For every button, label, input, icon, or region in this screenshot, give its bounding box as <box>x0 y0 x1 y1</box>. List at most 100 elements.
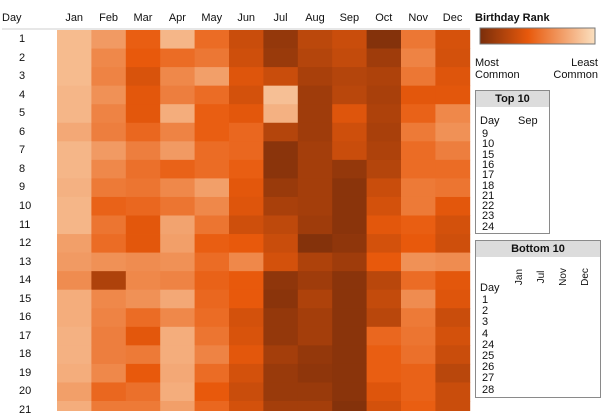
heatmap-cell <box>332 363 367 383</box>
heatmap-cell <box>401 382 436 402</box>
heatmap-cell <box>401 215 436 235</box>
heatmap-cell <box>332 345 367 365</box>
heatmap-cell <box>366 141 402 161</box>
heatmap-cell <box>435 382 471 402</box>
bottom10-day-25: 25 <box>482 350 495 362</box>
top10-day-header: Day <box>480 115 500 127</box>
heatmap-cell <box>263 159 299 179</box>
heatmap-cell <box>297 271 333 291</box>
heatmap-cell <box>91 67 127 87</box>
heatmap-cell <box>263 196 299 216</box>
heatmap-cell <box>57 289 92 309</box>
heatmap-cell <box>297 85 333 105</box>
bottom10-title: Bottom 10 <box>476 241 600 257</box>
heatmap-cell <box>229 252 264 272</box>
heatmap-cell <box>194 141 230 161</box>
day-label-19: 19 <box>19 366 32 379</box>
heatmap-cell <box>160 289 195 309</box>
heatmap-cell <box>125 401 161 411</box>
heatmap-cell <box>401 308 436 328</box>
heatmap-cell <box>229 30 264 49</box>
heatmap-cell <box>125 308 161 328</box>
heatmap-cell <box>297 178 333 198</box>
month-label-aug: Aug <box>305 12 325 24</box>
heatmap-cell <box>160 326 195 346</box>
heatmap-cell <box>57 401 92 411</box>
heatmap-cell <box>57 382 92 402</box>
heatmap-cell <box>297 30 333 49</box>
heatmap-cell <box>91 159 127 179</box>
heatmap-cell <box>194 345 230 365</box>
heatmap-cell <box>297 363 333 383</box>
day-label-7: 7 <box>19 144 26 157</box>
top10-month-header: Sep <box>518 115 538 127</box>
heatmap-cell <box>435 215 471 235</box>
heatmap-cell <box>263 85 299 105</box>
heatmap-cell <box>125 178 161 198</box>
heatmap-cell <box>263 178 299 198</box>
top10-day-16: 16 <box>482 158 495 171</box>
legend-most-label: Most Common <box>475 57 520 81</box>
heatmap-cell <box>263 104 299 124</box>
heatmap-cell <box>401 289 436 309</box>
heatmap-cell <box>57 30 92 49</box>
heatmap-cell <box>366 67 402 87</box>
heatmap-cell <box>194 289 230 309</box>
heatmap-cell <box>435 141 471 161</box>
heatmap-cell <box>125 30 161 49</box>
heatmap-cell <box>57 345 92 365</box>
month-label-jan: Jan <box>65 12 84 24</box>
month-label-apr: Apr <box>168 12 186 24</box>
heatmap-cell <box>194 85 230 105</box>
bottom10-day-24: 24 <box>482 338 495 351</box>
heatmap-cell <box>263 234 299 253</box>
bottom10-day-27: 27 <box>482 372 495 385</box>
heatmap-cell <box>297 326 333 346</box>
heatmap-cell <box>57 252 92 272</box>
heatmap-cell <box>435 85 471 105</box>
heatmap-cell <box>194 326 230 346</box>
heatmap-day-header: Day <box>2 12 22 24</box>
legend-title: Birthday Rank <box>475 12 550 24</box>
heatmap-cell <box>366 271 402 291</box>
heatmap-cell <box>229 196 264 216</box>
heatmap-cell <box>401 30 436 49</box>
heatmap-cell <box>229 289 264 309</box>
heatmap-cell <box>366 48 402 68</box>
heatmap-cell <box>401 67 436 87</box>
day-label-2: 2 <box>19 51 26 64</box>
heatmap-cell <box>263 289 299 309</box>
bottom10-panel <box>475 240 601 398</box>
heatmap-cell <box>435 326 471 346</box>
heatmap-cell <box>160 159 195 179</box>
heatmap-cell <box>297 159 333 179</box>
heatmap-cell <box>401 178 436 198</box>
month-label-oct: Oct <box>375 12 393 24</box>
heatmap-cell <box>91 234 127 253</box>
heatmap-cell <box>229 401 264 411</box>
heatmap-cell <box>332 104 367 124</box>
heatmap-cell <box>125 196 161 216</box>
heatmap-cell <box>263 252 299 272</box>
heatmap-cell <box>332 289 367 309</box>
heatmap-cell <box>125 382 161 402</box>
day-label-13: 13 <box>19 255 32 268</box>
heatmap-cell <box>366 85 402 105</box>
heatmap-cell <box>366 196 402 216</box>
heatmap-cell <box>57 104 92 124</box>
heatmap-cell <box>160 85 195 105</box>
top10-day-24: 24 <box>482 220 495 233</box>
heatmap-cell <box>229 345 264 365</box>
heatmap-cell <box>332 196 367 216</box>
day-label-3: 3 <box>19 70 26 83</box>
heatmap-cell <box>160 215 195 235</box>
heatmap-cell <box>125 159 161 179</box>
heatmap-cell <box>194 271 230 291</box>
heatmap-cell <box>160 122 195 142</box>
heatmap-cell <box>160 48 195 68</box>
heatmap-cell <box>332 30 367 49</box>
heatmap-cell <box>91 30 127 49</box>
heatmap-cell <box>263 308 299 328</box>
heatmap-cell <box>366 234 402 253</box>
heatmap-cell <box>401 122 436 142</box>
